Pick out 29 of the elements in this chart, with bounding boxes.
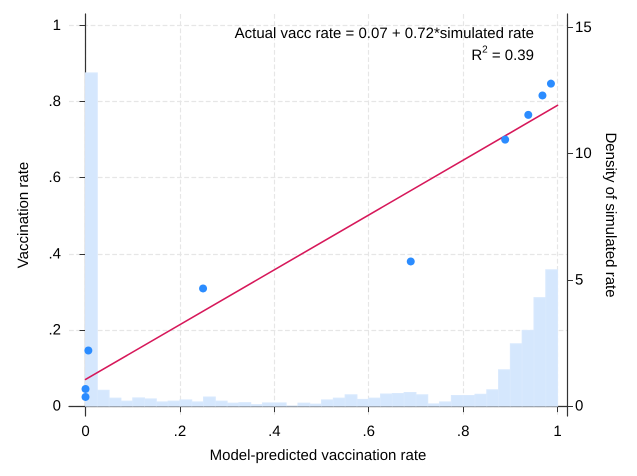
point xyxy=(406,257,415,266)
y-tick-label: .2 xyxy=(48,321,61,338)
y-tick-label: .4 xyxy=(48,245,61,262)
y2-tick-label: 15 xyxy=(575,18,592,36)
y2-tick-label: 10 xyxy=(575,145,592,162)
x-tick-label: .8 xyxy=(456,423,470,440)
y-tick-label: 0 xyxy=(52,398,61,415)
y2-tick-label: 5 xyxy=(575,271,584,288)
annotation: Actual vacc rate = 0.07 + 0.72*simulated rate xyxy=(234,25,534,42)
y2-axis-title: Density of simulated rate xyxy=(602,132,619,298)
x-tick-label: .4 xyxy=(268,423,281,440)
x-tick-label: .2 xyxy=(174,423,186,440)
point xyxy=(199,284,208,292)
y-tick-label: 1 xyxy=(52,16,61,34)
point xyxy=(524,110,532,119)
point xyxy=(82,392,90,401)
y-axis-title: Vaccination rate xyxy=(15,162,32,268)
point xyxy=(82,384,90,393)
x-tick-label: 0 xyxy=(81,423,90,440)
y-tick-label: .8 xyxy=(48,93,61,110)
point xyxy=(546,80,555,88)
y-tick-label: .6 xyxy=(48,169,61,186)
point xyxy=(84,346,92,355)
x-axis-title: Model-predicted vaccination rate xyxy=(210,447,426,464)
x-tick-label: .6 xyxy=(362,423,375,440)
point xyxy=(501,136,510,144)
y2-tick-label: 0 xyxy=(575,398,584,415)
point xyxy=(538,91,546,100)
x-tick-label: 1 xyxy=(553,423,562,440)
